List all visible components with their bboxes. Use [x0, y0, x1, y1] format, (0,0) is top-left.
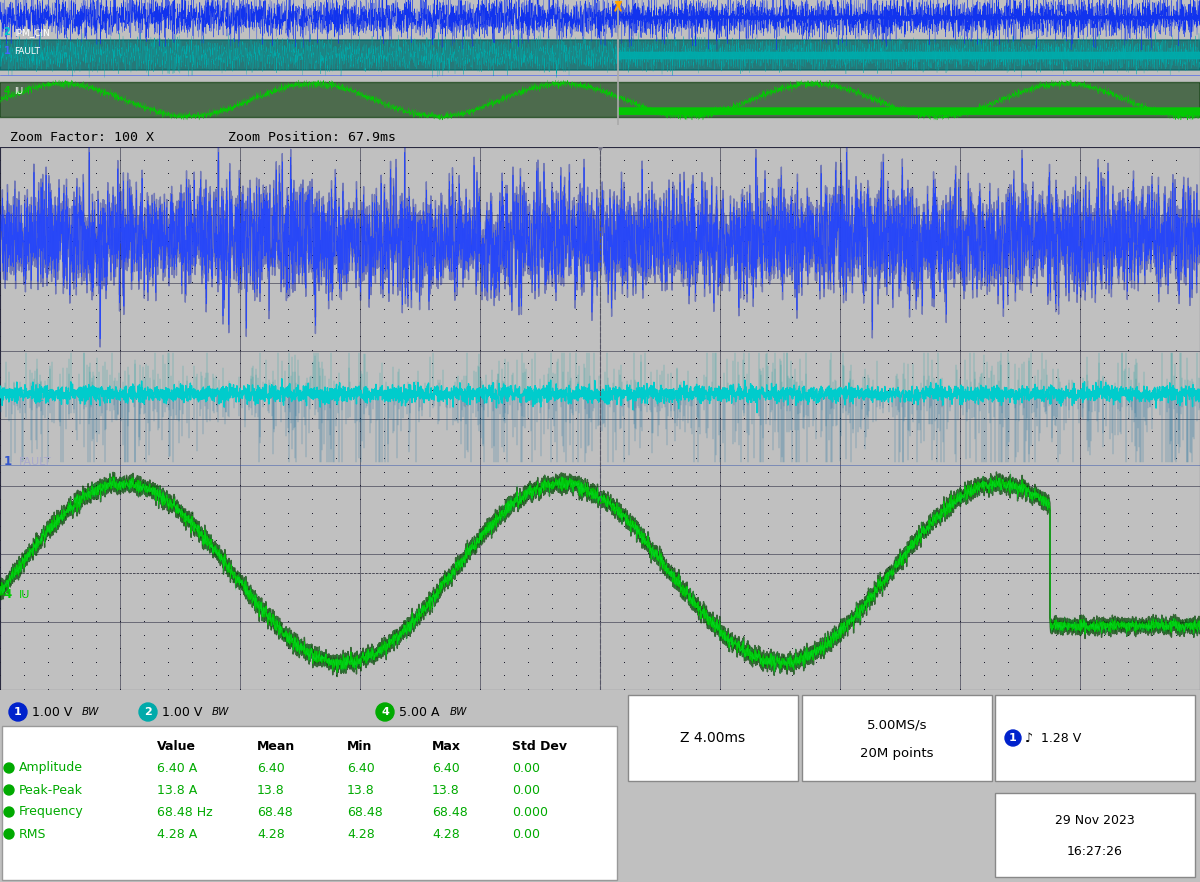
Text: 4.28 A: 4.28 A [157, 827, 197, 841]
Text: 68.48: 68.48 [347, 805, 383, 818]
Text: ♪  1.28 V: ♪ 1.28 V [1025, 731, 1081, 744]
Text: Std Dev: Std Dev [512, 739, 568, 752]
Text: 0.00: 0.00 [512, 827, 540, 841]
Text: 4.28: 4.28 [347, 827, 374, 841]
Text: 2: 2 [144, 707, 152, 717]
Text: 2: 2 [4, 27, 11, 37]
Text: 16:27:26: 16:27:26 [1067, 845, 1123, 858]
Text: FAULT: FAULT [14, 47, 41, 56]
Text: IU: IU [19, 590, 30, 600]
Text: 1.00 V: 1.00 V [32, 706, 72, 719]
Text: 13.8: 13.8 [347, 783, 374, 796]
Text: RMS: RMS [19, 827, 47, 841]
Text: 4: 4 [382, 707, 389, 717]
Text: 13.8: 13.8 [432, 783, 460, 796]
Text: Frequency: Frequency [19, 805, 84, 818]
Text: 68.48: 68.48 [432, 805, 468, 818]
Text: 5.00 A: 5.00 A [398, 706, 439, 719]
Text: 0.00: 0.00 [512, 761, 540, 774]
Text: 1: 1 [1009, 733, 1016, 743]
Circle shape [4, 807, 14, 817]
Text: 1: 1 [4, 455, 12, 468]
Text: 0.00: 0.00 [512, 783, 540, 796]
Text: IPM_CIN: IPM_CIN [14, 28, 50, 37]
Circle shape [376, 703, 394, 721]
Bar [628, 695, 798, 781]
Text: Value: Value [157, 739, 196, 752]
Text: 4.28: 4.28 [432, 827, 460, 841]
Text: 68.48: 68.48 [257, 805, 293, 818]
Text: 68.48 Hz: 68.48 Hz [157, 805, 212, 818]
Circle shape [10, 703, 28, 721]
Text: Min: Min [347, 739, 372, 752]
Text: Max: Max [432, 739, 461, 752]
Text: IU: IU [14, 86, 24, 96]
Text: Mean: Mean [257, 739, 295, 752]
Text: Peak-Peak: Peak-Peak [19, 783, 83, 796]
Bar [995, 793, 1195, 877]
Text: BW: BW [212, 707, 229, 717]
Text: Amplitude: Amplitude [19, 761, 83, 774]
Text: 6.40: 6.40 [257, 761, 284, 774]
Text: 13.8 A: 13.8 A [157, 783, 197, 796]
Text: 1.00 V: 1.00 V [162, 706, 203, 719]
Circle shape [1006, 730, 1021, 746]
Circle shape [4, 763, 14, 773]
Bar [995, 695, 1195, 781]
Text: 6.40: 6.40 [347, 761, 374, 774]
Text: Zoom Position: 67.9ms: Zoom Position: 67.9ms [228, 131, 396, 144]
Bar [2, 726, 617, 880]
Text: 0.000: 0.000 [512, 805, 548, 818]
Text: Z 4.00ms: Z 4.00ms [680, 731, 745, 745]
Text: FAULT: FAULT [19, 457, 52, 467]
Circle shape [139, 703, 157, 721]
Text: 20M points: 20M points [860, 747, 934, 760]
Bar [802, 695, 992, 781]
Text: 29 Nov 2023: 29 Nov 2023 [1055, 814, 1135, 827]
Text: 1: 1 [4, 46, 11, 56]
Text: 4.28: 4.28 [257, 827, 284, 841]
Text: IPM_CIN: IPM_CIN [19, 389, 64, 400]
Text: 6.40 A: 6.40 A [157, 761, 197, 774]
Circle shape [4, 785, 14, 795]
Text: 4: 4 [4, 86, 11, 96]
Text: BW: BW [450, 707, 467, 717]
Text: BW: BW [82, 707, 100, 717]
Text: Zoom Factor: 100 X: Zoom Factor: 100 X [10, 131, 154, 144]
Text: 6.40: 6.40 [432, 761, 460, 774]
Text: 4: 4 [4, 588, 12, 602]
Text: 5.00MS/s: 5.00MS/s [866, 719, 928, 731]
Circle shape [4, 829, 14, 839]
Text: 1: 1 [14, 707, 22, 717]
Text: 2: 2 [4, 387, 12, 400]
Text: 13.8: 13.8 [257, 783, 284, 796]
